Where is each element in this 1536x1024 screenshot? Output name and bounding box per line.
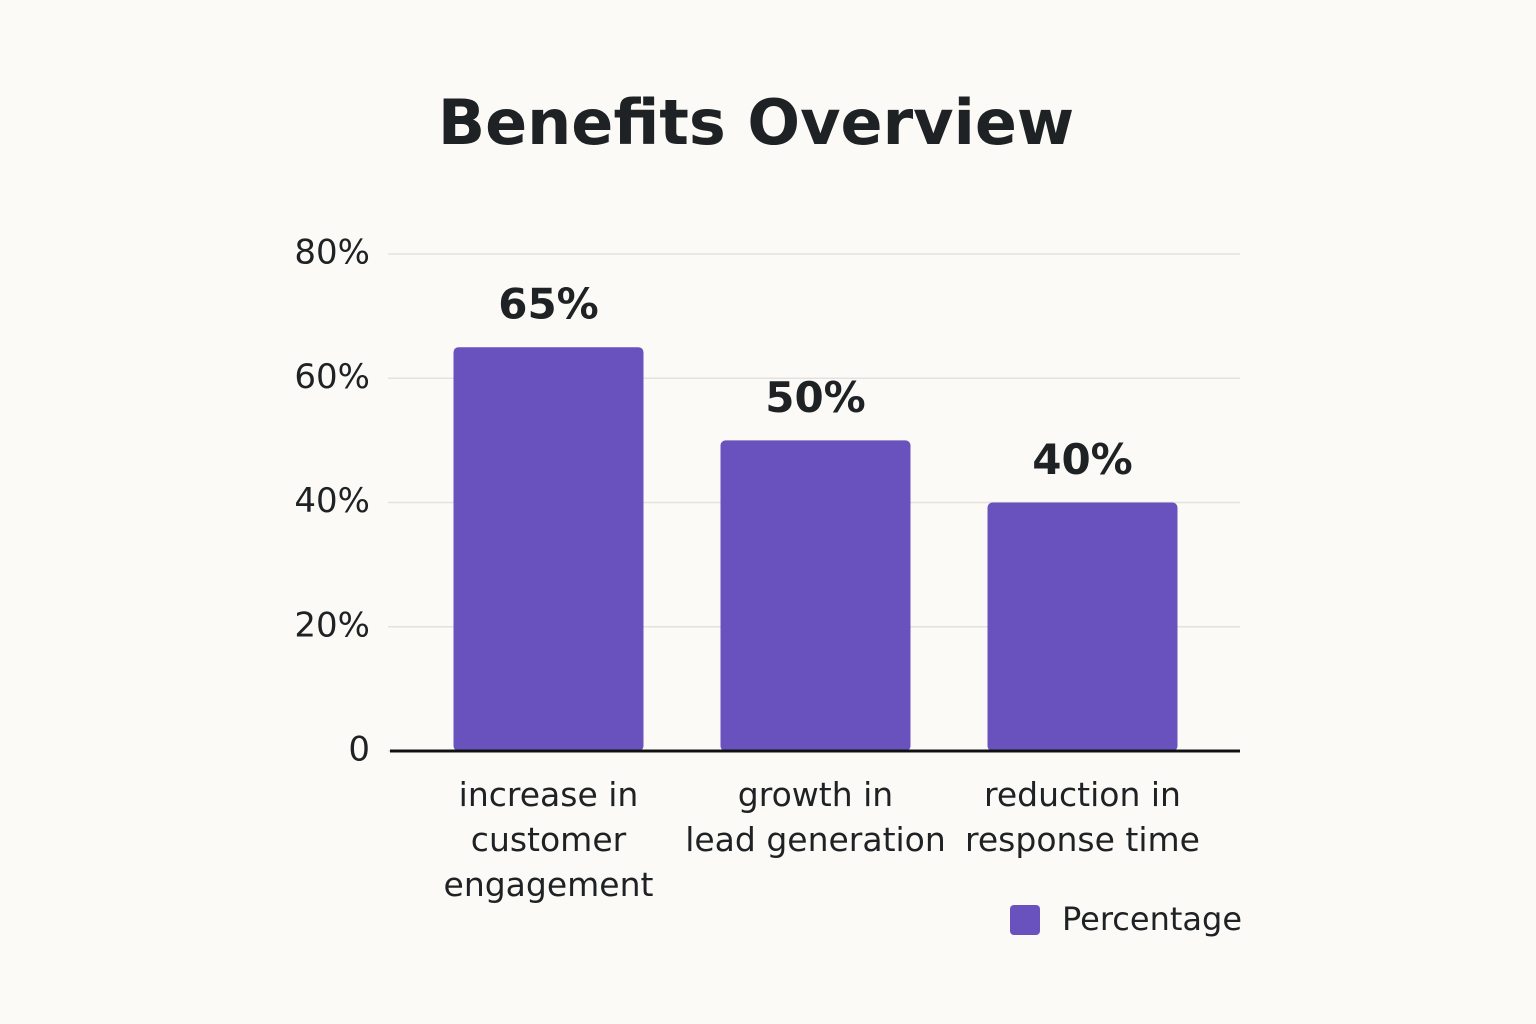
- bar: [453, 347, 644, 751]
- y-tick-label: 40%: [294, 481, 370, 521]
- chart-title: Benefits Overview: [438, 86, 1074, 159]
- y-tick-label: 20%: [294, 605, 370, 645]
- y-tick-label: 60%: [294, 357, 370, 397]
- x-tick-label: reduction in response time: [965, 775, 1200, 859]
- x-tick-label: increase in customer engagement: [443, 775, 654, 904]
- bar: [720, 440, 911, 751]
- bar: [987, 502, 1178, 751]
- value-label: 50%: [765, 373, 866, 422]
- y-tick-label: 0: [348, 730, 370, 770]
- legend-label: Percentage: [1062, 900, 1242, 938]
- value-label: 40%: [1032, 435, 1133, 484]
- y-tick-label: 80%: [294, 233, 370, 273]
- value-label: 65%: [498, 280, 599, 329]
- legend-swatch: [1010, 905, 1040, 935]
- x-tick-label: growth in lead generation: [685, 775, 946, 859]
